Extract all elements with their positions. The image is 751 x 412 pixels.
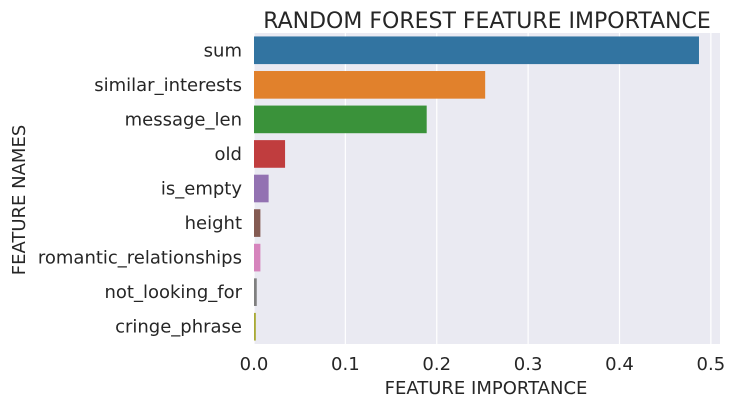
x-tick-label: 0.4 <box>605 354 634 375</box>
x-tick-labels: 0.0 0.1 0.2 0.3 0.4 0.5 <box>240 354 726 375</box>
bar-cringe-phrase <box>254 312 256 341</box>
x-tick-label: 0.0 <box>240 354 269 375</box>
chart-title: RANDOM FOREST FEATURE IMPORTANCE <box>263 9 711 34</box>
y-tick-label: sum <box>204 40 242 61</box>
x-tick-label: 0.3 <box>514 354 543 375</box>
x-tick-label: 0.5 <box>697 354 726 375</box>
bars <box>254 36 699 341</box>
y-tick-label: not_looking_for <box>104 282 242 303</box>
y-tick-label: romantic_relationships <box>38 248 242 269</box>
bar-not-looking-for <box>254 278 257 306</box>
y-tick-label: is_empty <box>161 179 242 200</box>
x-tick-label: 0.2 <box>422 354 451 375</box>
bar-sum <box>254 36 699 65</box>
bar-old <box>254 140 286 168</box>
bar-height <box>254 209 261 237</box>
y-axis-label: FEATURE NAMES <box>9 125 30 276</box>
bar-similar-interests <box>254 71 486 99</box>
y-tick-label: height <box>185 213 242 234</box>
y-tick-label: old <box>215 144 242 165</box>
y-tick-label: message_len <box>125 109 242 130</box>
y-tick-label: cringe_phrase <box>115 317 242 338</box>
y-tick-label: similar_interests <box>94 75 242 96</box>
bar-is-empty <box>254 174 269 203</box>
x-tick-label: 0.1 <box>331 354 360 375</box>
x-axis-label: FEATURE IMPORTANCE <box>385 378 588 399</box>
bar-message-len <box>254 105 427 134</box>
bar-romantic-relationships <box>254 243 261 272</box>
